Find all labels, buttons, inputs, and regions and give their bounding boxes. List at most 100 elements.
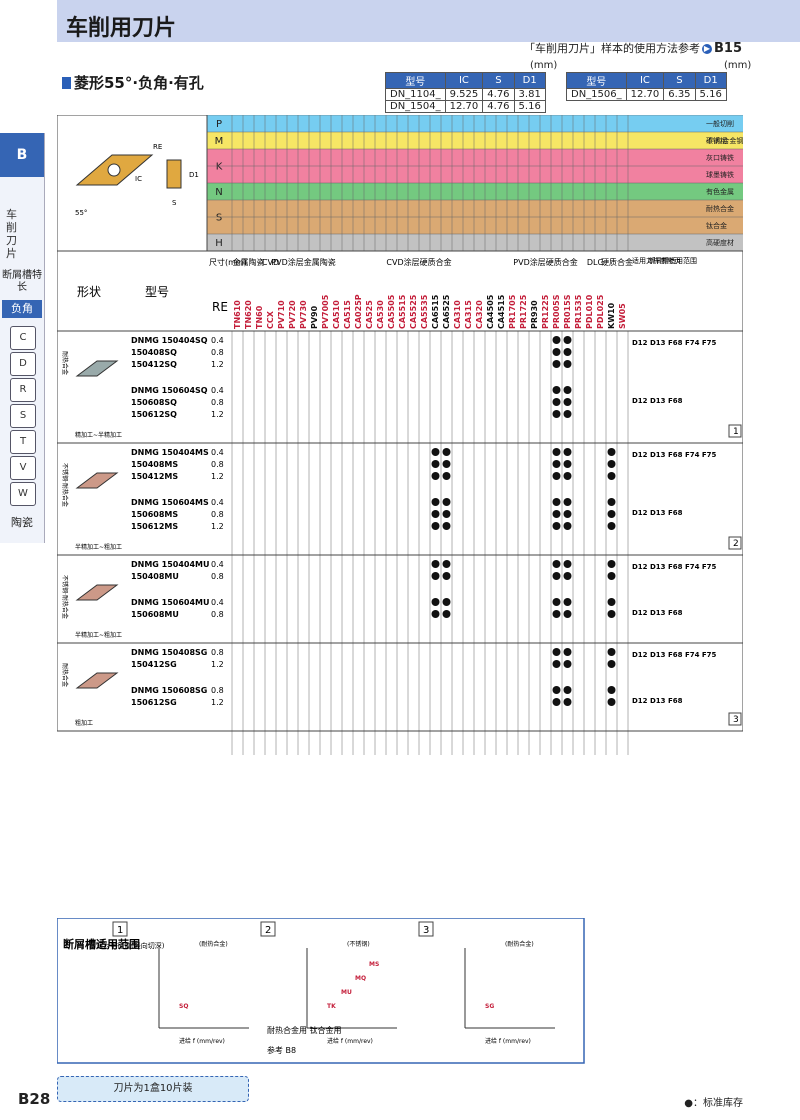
holder-ref: D12 D13 F68 F74 F75 — [632, 651, 717, 659]
stock-dot — [442, 510, 451, 518]
material-name-2: 碳钢/合金钢 — [706, 136, 743, 145]
stock-dot — [552, 398, 561, 406]
reference-note[interactable]: 「车削用刀片」样本的使用方法参考 ▶ B15 — [524, 41, 742, 56]
grade-label: CA525 — [365, 300, 374, 329]
model-name: DNMG 150408SG — [131, 648, 207, 657]
stock-dot — [442, 498, 451, 506]
re-value: 0.8 — [211, 686, 224, 695]
tab-negative[interactable]: 负角 — [2, 300, 42, 318]
grade-label: PV90 — [310, 305, 319, 329]
col-group: DLC — [587, 258, 604, 267]
material-code: H — [215, 238, 223, 249]
model-name: 150612SG — [131, 698, 177, 707]
stock-dot — [607, 648, 616, 656]
stock-dot — [552, 410, 561, 418]
x-axis-label: 进给 f (mm/rev) — [179, 1037, 225, 1045]
model-name: 150608MS — [131, 510, 178, 519]
shape-c-icon[interactable]: C — [10, 326, 36, 350]
stock-dot — [552, 660, 561, 668]
shape-w-icon[interactable]: W — [10, 482, 36, 506]
shape-d-icon[interactable]: D — [10, 352, 36, 376]
re-value: 1.2 — [211, 472, 224, 481]
chapter-tab[interactable]: B — [0, 133, 44, 177]
stock-dot — [552, 336, 561, 344]
range-label: MQ — [355, 975, 366, 982]
tab-ceramic[interactable]: 陶瓷 — [11, 516, 33, 529]
stock-dot — [607, 610, 616, 618]
range-number: 3 — [733, 715, 739, 725]
panel-number: 1 — [117, 925, 123, 936]
material-name-2: 钛合金 — [706, 221, 727, 230]
grade-label: CA515 — [343, 300, 352, 329]
chapter-label: 车削刀片 — [6, 208, 17, 260]
grade-label: SW05 — [618, 303, 627, 329]
material-band — [207, 166, 743, 183]
stock-dot — [607, 460, 616, 468]
row-group-label: 耐热合金 — [61, 663, 69, 687]
material-name-2: 球墨铸铁 — [706, 170, 734, 179]
grade-label: PR1535 — [574, 294, 583, 329]
model-name: DNMG 150608SG — [131, 686, 207, 695]
grade-label: PV720 — [288, 300, 297, 329]
material-band — [207, 132, 743, 149]
re-value: 0.4 — [211, 560, 224, 569]
stock-dot — [563, 510, 572, 518]
grade-label: TN60 — [255, 305, 264, 329]
model-name: 150412MS — [131, 472, 178, 481]
re-value: 0.8 — [211, 460, 224, 469]
re-value: 1.2 — [211, 698, 224, 707]
stock-dot — [607, 510, 616, 518]
stock-dot — [442, 448, 451, 456]
col-group: PVD涂层金属陶瓷 — [271, 257, 335, 267]
stock-dot — [552, 598, 561, 606]
stock-dot — [552, 648, 561, 656]
stock-dot — [431, 472, 440, 480]
range-box — [728, 712, 742, 726]
stock-dot — [607, 472, 616, 480]
material-name: 一般切削 — [706, 119, 734, 128]
stock-dot — [563, 572, 572, 580]
shape-v-icon[interactable]: V — [10, 456, 36, 480]
unit-label: (mm) — [530, 60, 558, 71]
insert-grid: PMKNSH一般切削碳钢/合金钢不锈钢灰口铸铁球墨铸铁有色金属耐热合金钛合金高硬… — [57, 115, 743, 755]
insert-side-icon — [166, 159, 182, 189]
grade-label: CA315 — [464, 300, 473, 329]
grade-label: TN620 — [244, 300, 253, 329]
stock-dot — [552, 510, 561, 518]
shape-s-icon[interactable]: S — [10, 404, 36, 428]
panel-number-box — [260, 921, 276, 937]
stock-dot — [563, 698, 572, 706]
re-value: 1.2 — [211, 522, 224, 531]
shape-t-icon[interactable]: T — [10, 430, 36, 454]
material-name: 不锈钢 — [706, 136, 727, 145]
stock-dot — [563, 348, 572, 356]
stock-dot — [607, 572, 616, 580]
stock-dot — [442, 572, 451, 580]
stock-dot — [442, 460, 451, 468]
range-label: MS — [369, 961, 379, 968]
material-code: K — [216, 162, 223, 173]
stock-dot — [552, 498, 561, 506]
col-group: 硬质合金 — [601, 257, 633, 267]
stock-dot — [563, 448, 572, 456]
shape-r-icon[interactable]: R — [10, 378, 36, 402]
model-name: 150412SG — [131, 660, 177, 669]
col-group: CVD涂层硬质合金 — [386, 257, 451, 267]
insert-hole-icon — [107, 163, 121, 177]
panel-material: (不锈钢) — [347, 940, 370, 948]
row-group-label: 耐热合金 — [61, 351, 69, 375]
grade-label: CA320 — [475, 300, 484, 329]
model-name: 150408MS — [131, 460, 178, 469]
section-title: 菱形55°·负角·有孔 — [62, 72, 204, 93]
material-name: 高硬度材 — [706, 238, 734, 247]
material-band — [207, 149, 743, 166]
stock-dot — [552, 386, 561, 394]
stock-dot — [607, 698, 616, 706]
spec-table-right: 型号 IC S D1 DN_1506_ 12.70 6.35 5.16 — [566, 72, 727, 101]
grade-label: CA510 — [332, 300, 341, 329]
re-value: 0.4 — [211, 336, 224, 345]
panel-material: (耐热合金) — [505, 940, 534, 948]
model-name: 150608MU — [131, 610, 179, 619]
grade-label: PV730 — [299, 300, 308, 329]
